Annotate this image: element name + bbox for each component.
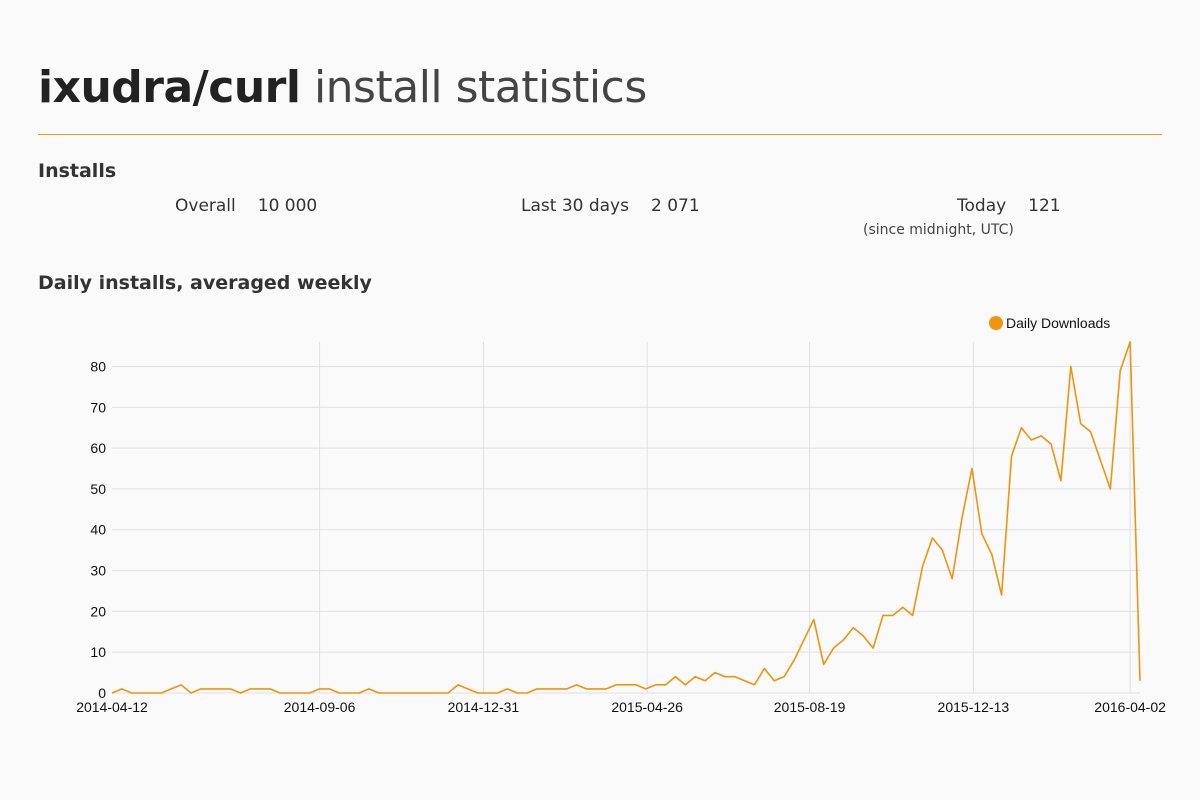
x-tick-label: 2015-08-19: [774, 699, 846, 715]
y-tick-label: 70: [90, 399, 106, 415]
chart-legend[interactable]: Daily Downloads: [989, 315, 1110, 331]
daily-downloads-line: [111, 341, 1141, 694]
chart-grid: [112, 342, 1140, 694]
y-tick-label: 30: [90, 563, 106, 579]
stat-last30-value: 2 071: [650, 196, 700, 216]
page-title: ixudra/curl install statistics: [38, 62, 647, 113]
legend-label-daily-downloads: Daily Downloads: [1006, 315, 1110, 331]
legend-marker-daily-downloads: [989, 316, 1003, 330]
title-divider: [38, 134, 1162, 135]
stat-today-label: Today: [957, 196, 1007, 216]
x-tick-label: 2015-12-13: [938, 699, 1010, 715]
title-suffix: install statistics: [313, 62, 647, 113]
stat-today-value: 121: [1028, 196, 1061, 216]
x-tick-label: 2014-12-31: [448, 699, 520, 715]
stat-overall: Overall 10 000: [175, 196, 317, 216]
y-tick-label: 20: [90, 603, 106, 619]
y-tick-label: 80: [90, 358, 106, 374]
stat-today-note: (since midnight, UTC): [863, 222, 1014, 238]
stat-last30: Last 30 days 2 071: [521, 196, 700, 216]
stat-last30-label: Last 30 days: [521, 196, 629, 216]
y-tick-label: 60: [90, 440, 106, 456]
y-tick-label: 10: [90, 644, 106, 660]
y-tick-label: 0: [98, 685, 106, 701]
y-tick-label: 50: [90, 481, 106, 497]
y-axis-ticks: 0 10 20 30 40 50 60 70 80: [90, 358, 106, 701]
x-tick-label: 2015-04-26: [611, 699, 683, 715]
installs-heading: Installs: [38, 160, 117, 182]
package-name: ixudra/curl: [38, 62, 301, 113]
x-tick-label: 2014-04-12: [76, 699, 148, 715]
stat-today: Today 121: [957, 196, 1061, 216]
daily-installs-heading: Daily installs, averaged weekly: [38, 272, 372, 294]
y-tick-label: 40: [90, 522, 106, 538]
x-tick-label: 2016-04-02: [1094, 699, 1166, 715]
x-tick-label: 2014-09-06: [284, 699, 356, 715]
x-axis-ticks: 2014-04-12 2014-09-06 2014-12-31 2015-04-26…: [76, 699, 1166, 715]
stat-overall-label: Overall: [175, 196, 236, 216]
stat-overall-value: 10 000: [257, 196, 318, 216]
